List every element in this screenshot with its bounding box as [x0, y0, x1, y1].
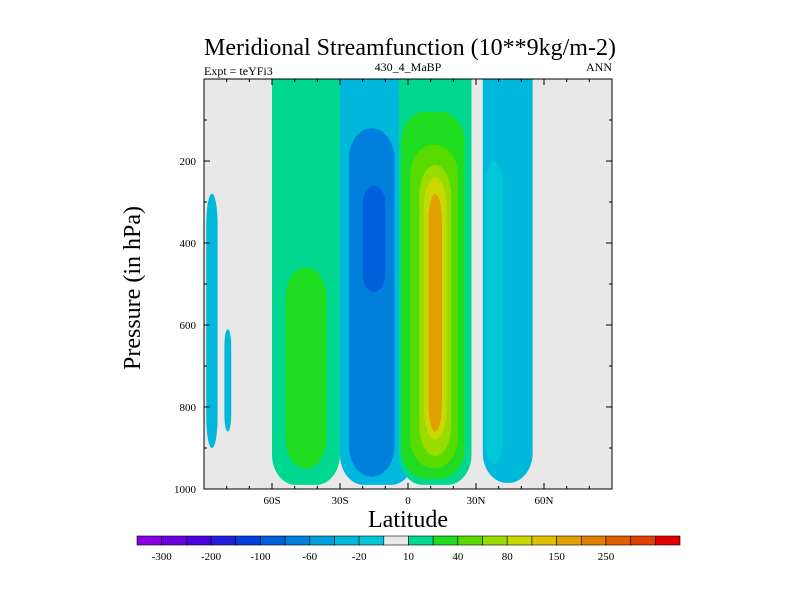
colorbar-swatch: [334, 535, 360, 546]
y-tick-label: 200: [180, 156, 197, 168]
contour-band: [485, 161, 504, 465]
y-tick-label: 1000: [174, 484, 197, 496]
colorbar-swatch: [605, 535, 631, 546]
x-tick-label: 0: [405, 495, 411, 507]
colorbar-swatch: [161, 535, 187, 546]
colorbar-label: 10: [403, 551, 415, 563]
colorbar-label: -20: [352, 551, 367, 563]
colorbar-swatch: [457, 535, 483, 546]
colorbar-label: 150: [548, 551, 565, 563]
colorbar-swatch: [358, 535, 385, 546]
colorbar-swatch: [309, 535, 335, 546]
colorbar-swatch: [482, 535, 508, 546]
colorbar-swatch: [136, 535, 162, 546]
colorbar-swatch: [630, 535, 656, 546]
contour-band: [349, 128, 395, 477]
colorbar-swatch: [655, 535, 681, 546]
colorbar-label: 40: [452, 551, 464, 563]
colorbar-swatch: [186, 535, 212, 546]
y-tick-label: 400: [180, 238, 197, 250]
colorbar-swatch: [506, 535, 533, 546]
contour-band: [428, 193, 442, 432]
x-tick-label: 60S: [263, 495, 280, 507]
y-axis-label: Pressure (in hPa): [120, 206, 146, 370]
colorbar-label: -300: [152, 551, 173, 563]
colorbar-swatch: [580, 535, 607, 546]
season-label: ANN: [586, 60, 612, 74]
colorbar-swatch: [260, 535, 286, 546]
colorbar-label: 250: [598, 551, 615, 563]
contour-band: [224, 329, 232, 432]
colorbar-swatch: [235, 535, 261, 546]
plot-area: 60S 30S 0 30N 60N 200 400 600 800 1000: [174, 78, 613, 507]
colorbar-swatch: [531, 535, 557, 546]
chart-title: Meridional Streamfunction (10**9kg/m-2): [204, 35, 616, 61]
experiment-label: Expt = teYFi3: [204, 64, 273, 78]
contour-band: [206, 193, 218, 448]
colorbar-swatch: [556, 535, 582, 546]
colorbar-swatch: [383, 535, 409, 546]
colorbar-label: -200: [201, 551, 222, 563]
x-tick-label: 60N: [535, 495, 554, 507]
colorbar-swatch: [432, 535, 459, 546]
colorbar-swatch: [210, 535, 237, 546]
x-tick-label: 30S: [331, 495, 348, 507]
colorbar: -300 -200 -100 -60 -20 10 40 80 150 250: [136, 535, 681, 563]
period-label: 430_4_MaBP: [375, 60, 442, 74]
x-tick-label: 30N: [467, 495, 486, 507]
x-axis-label: Latitude: [368, 507, 448, 533]
colorbar-swatch: [408, 535, 434, 546]
y-tick-label: 600: [180, 320, 197, 332]
contour-band: [285, 267, 327, 469]
colorbar-label: 80: [502, 551, 514, 563]
contour-band: [362, 185, 386, 293]
y-tick-label: 800: [180, 402, 197, 414]
colorbar-swatch: [284, 535, 311, 546]
colorbar-label: -100: [250, 551, 271, 563]
colorbar-label: -60: [302, 551, 317, 563]
